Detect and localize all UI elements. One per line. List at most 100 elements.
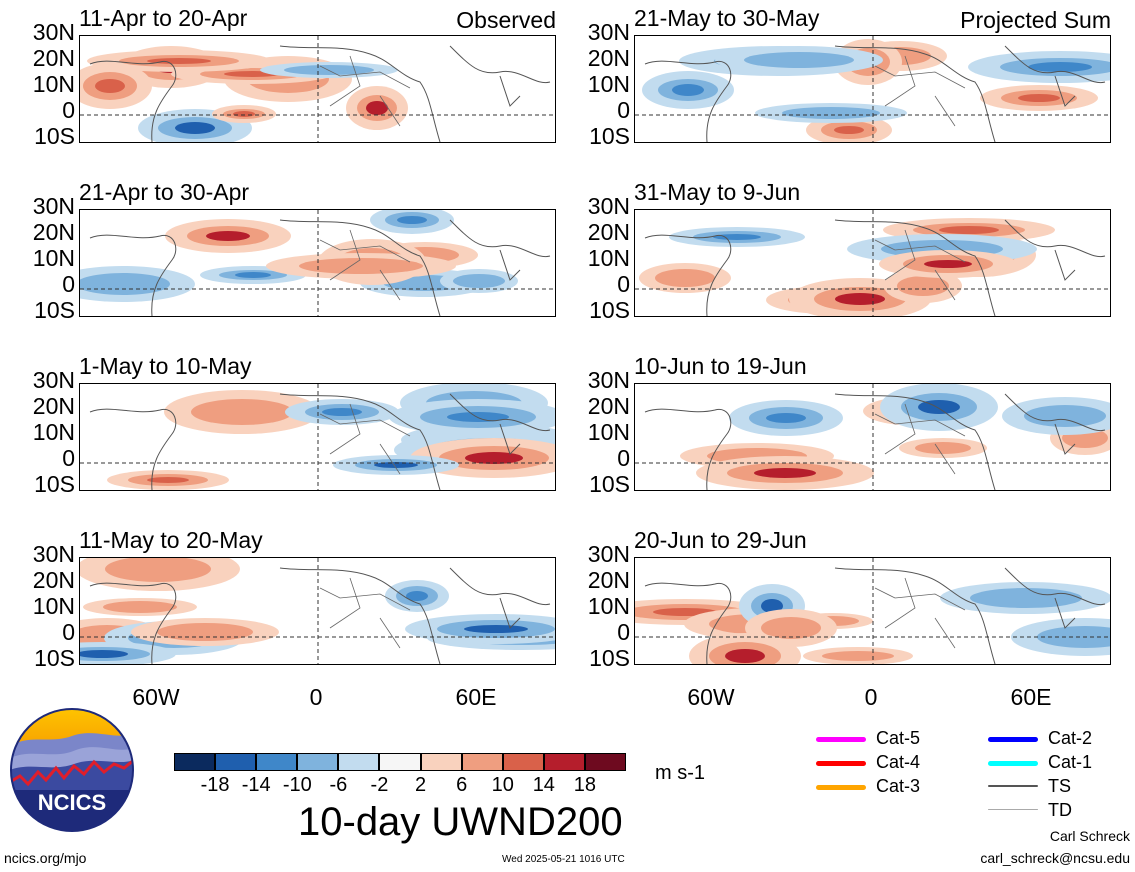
lat-label: 20N xyxy=(587,567,630,593)
colorbar-swatch xyxy=(584,753,626,771)
lat-label: 10N xyxy=(32,593,75,619)
lat-label: 0 xyxy=(617,97,630,123)
footer-email: carl_schreck@ncsu.edu xyxy=(980,850,1130,866)
lat-label: 0 xyxy=(617,445,630,471)
lat-label: 10S xyxy=(34,471,75,497)
lat-label: 10S xyxy=(589,645,630,671)
lat-label: 10S xyxy=(589,297,630,323)
panel-title: 11-Apr to 20-Apr xyxy=(79,5,248,31)
lat-label: 30N xyxy=(587,367,630,393)
panel-title: 31-May to 9-Jun xyxy=(634,179,801,205)
colorbar-units: m s-1 xyxy=(655,762,705,784)
colorbar-swatch xyxy=(215,753,257,771)
lat-label: 10N xyxy=(587,245,630,271)
lat-label: 30N xyxy=(587,19,630,45)
panel-title: 21-May to 30-May xyxy=(634,5,820,31)
lat-label: 20N xyxy=(32,393,75,419)
lat-label: 30N xyxy=(587,193,630,219)
lat-label: 10S xyxy=(34,123,75,149)
legend-label: Cat-1 xyxy=(1048,752,1093,772)
lat-label: 0 xyxy=(62,97,75,123)
panel-tag: Projected Sum xyxy=(960,7,1111,33)
anomaly-map xyxy=(79,557,556,665)
legend-swatch xyxy=(988,809,1038,810)
footer-timestamp: Wed 2025-05-21 1016 UTC xyxy=(502,854,625,865)
lon-label: 0 xyxy=(309,684,323,710)
colorbar-tick-label: 18 xyxy=(573,774,597,796)
lat-label: 10N xyxy=(587,71,630,97)
footer-author: Carl Schreck xyxy=(1049,828,1130,844)
colorbar-tick-label: 14 xyxy=(532,774,555,796)
logo-text: NCICS xyxy=(38,790,106,815)
lon-label: 60W xyxy=(687,684,735,710)
colorbar-swatch xyxy=(420,753,462,771)
legend-label: Cat-4 xyxy=(876,752,921,772)
colorbar-tick-label: 2 xyxy=(414,774,427,796)
lat-label: 0 xyxy=(617,619,630,645)
lat-label: 10N xyxy=(587,593,630,619)
colorbar-tick-label: -14 xyxy=(241,774,271,796)
anomaly-map xyxy=(634,35,1111,143)
colorbar-tick-label: -2 xyxy=(370,774,389,796)
colorbar-swatch xyxy=(256,753,298,771)
colorbar-swatch xyxy=(461,753,503,771)
legend-swatch xyxy=(988,785,1038,787)
legend-label: Cat-5 xyxy=(876,728,921,748)
lat-label: 30N xyxy=(32,541,75,567)
colorbar-swatch xyxy=(379,753,421,771)
lat-label: 20N xyxy=(587,219,630,245)
lat-label: 10N xyxy=(32,419,75,445)
legend-swatch xyxy=(988,737,1038,742)
colorbar-swatch xyxy=(502,753,544,771)
colorbar-tick-label: 6 xyxy=(456,774,468,796)
lat-label: 10S xyxy=(589,471,630,497)
panel-title: 21-Apr to 30-Apr xyxy=(79,179,250,205)
lon-label: 60W xyxy=(132,684,180,710)
lat-label: 30N xyxy=(32,193,75,219)
lat-label: 10N xyxy=(32,71,75,97)
anomaly-map xyxy=(79,383,556,491)
figure-title: 10-day UWND200 xyxy=(298,800,623,844)
lat-label: 10S xyxy=(34,645,75,671)
lat-label: 20N xyxy=(587,393,630,419)
lat-label: 20N xyxy=(32,219,75,245)
colorbar-tick-label: -10 xyxy=(282,774,312,796)
lon-label: 60E xyxy=(1010,684,1052,710)
lon-label: 60E xyxy=(455,684,497,710)
lat-label: 20N xyxy=(32,567,75,593)
legend-swatch xyxy=(988,761,1038,766)
legend-label: Cat-3 xyxy=(876,776,921,796)
legend-label: TS xyxy=(1048,776,1072,796)
legend-label: TD xyxy=(1048,800,1072,820)
ncics-logo: NCICS xyxy=(10,708,134,832)
footer-url: ncics.org/mjo xyxy=(4,850,87,866)
lon-label: 0 xyxy=(864,684,878,710)
lat-label: 20N xyxy=(32,45,75,71)
colorbar-tick-label: -6 xyxy=(329,774,348,796)
lat-label: 10S xyxy=(34,297,75,323)
lat-label: 30N xyxy=(32,19,75,45)
lat-label: 30N xyxy=(32,367,75,393)
colorbar-swatch xyxy=(174,753,216,771)
colorbar-swatch xyxy=(297,753,339,771)
anomaly-map xyxy=(634,557,1111,665)
lat-label: 10N xyxy=(587,419,630,445)
panel-title: 20-Jun to 29-Jun xyxy=(634,527,807,553)
lat-label: 10N xyxy=(32,245,75,271)
lat-label: 0 xyxy=(62,271,75,297)
anomaly-map xyxy=(79,35,556,143)
lat-label: 10S xyxy=(589,123,630,149)
panel-title: 11-May to 20-May xyxy=(79,527,263,553)
colorbar-tick-label: 10 xyxy=(491,774,514,796)
anomaly-map xyxy=(634,209,1111,317)
legend-swatch xyxy=(816,785,866,790)
anomaly-map xyxy=(79,209,556,317)
legend-swatch xyxy=(816,737,866,742)
panel-title: 1-May to 10-May xyxy=(79,353,252,379)
lat-label: 30N xyxy=(587,541,630,567)
lat-label: 20N xyxy=(587,45,630,71)
colorbar xyxy=(174,753,626,771)
colorbar-swatch xyxy=(338,753,380,771)
lat-label: 0 xyxy=(617,271,630,297)
lat-label: 0 xyxy=(62,445,75,471)
